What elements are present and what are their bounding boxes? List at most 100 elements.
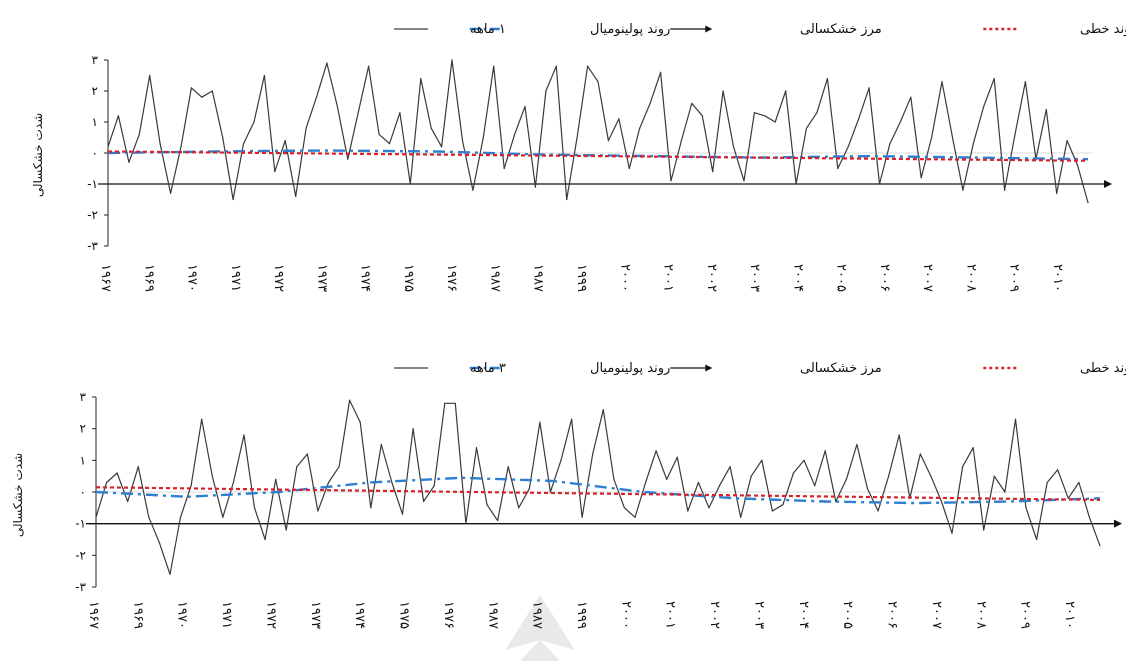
data-point [137, 466, 139, 468]
data-point [1045, 109, 1047, 111]
data-point [518, 507, 520, 509]
data-point [602, 409, 604, 411]
polynomial-trend-line [95, 476, 1101, 505]
arrow-icon [1104, 180, 1112, 188]
data-point [138, 133, 140, 135]
arrow-icon [1114, 519, 1122, 528]
data-point [263, 74, 265, 77]
legend-label: روند خطی [1080, 22, 1126, 37]
x-tick-label: ۱۹۶۷ [98, 264, 113, 292]
x-tick-label: ۱۹۷۱ [219, 601, 234, 629]
data-point [660, 71, 662, 73]
data-point [972, 143, 974, 145]
data-point [1067, 497, 1069, 499]
data-point [1099, 545, 1101, 547]
data-point [628, 167, 630, 170]
x-tick-label: ۱۹۷۴ [358, 264, 373, 292]
y-tick-label: -۱ [87, 177, 98, 191]
data-point [128, 161, 130, 163]
data-point [837, 167, 839, 170]
data-point [433, 485, 435, 487]
data-point [296, 466, 298, 468]
data-point [388, 143, 391, 145]
data-point [587, 65, 589, 67]
data-point [1014, 418, 1017, 420]
x-tick-label: ۲۰۰۶ [885, 601, 900, 629]
data-point [327, 481, 330, 484]
series-path [95, 399, 1101, 575]
data-point [326, 62, 328, 64]
data-point [722, 90, 724, 92]
data-point [993, 475, 995, 477]
data-point [420, 78, 422, 80]
data-point [940, 500, 943, 503]
x-tick-label: ۱۹۷۵ [397, 601, 412, 629]
data-point [592, 453, 594, 455]
x-tick-label: ۲۰۰۱ [663, 601, 678, 629]
legend-label: مرز خشکسالی [800, 22, 882, 37]
data-point [127, 500, 129, 503]
legend-label: ۱ ماهه [470, 22, 506, 37]
data-point [253, 507, 256, 509]
data-point [814, 485, 816, 487]
y-tick-label: ۳ [80, 390, 87, 404]
data-point [116, 472, 118, 474]
data-point [465, 523, 467, 525]
legend-label: روند پولینومیال [590, 361, 670, 376]
data-point [211, 90, 213, 92]
data-point [899, 121, 901, 123]
data-point [785, 90, 787, 92]
data-point [1056, 192, 1058, 194]
data-point [107, 146, 109, 148]
data-point [242, 143, 245, 145]
data-point [826, 78, 829, 80]
data-point [868, 87, 870, 89]
data-point [461, 140, 464, 142]
y-tick-label: ۰ [92, 146, 98, 160]
data-point [691, 102, 693, 104]
data-point [201, 418, 203, 420]
data-point [357, 112, 359, 114]
data-point [708, 507, 710, 509]
data-point [1078, 481, 1080, 484]
data-point [306, 453, 308, 455]
data-point [566, 198, 568, 201]
data-point [179, 516, 182, 518]
x-tick-label: ۲۰۰۳ [747, 264, 762, 292]
x-tick-label: ۲۰۰۵ [834, 264, 849, 292]
data-point [581, 516, 583, 518]
data-point [618, 118, 620, 120]
x-tick-label: ۱۹۸۷ [488, 264, 503, 292]
data-point [285, 529, 287, 531]
data-point [493, 65, 495, 67]
data-point [1036, 538, 1038, 541]
data-point [190, 87, 192, 89]
data-point [697, 481, 700, 484]
data-point [740, 516, 742, 518]
data-point [295, 195, 297, 197]
x-tick-label: ۱۹۷۵ [401, 264, 416, 292]
data-point [771, 510, 774, 512]
data-point [1004, 491, 1006, 493]
data-point [613, 478, 615, 480]
x-tick-label: ۲۰۰۴ [790, 264, 805, 292]
data-point [1066, 140, 1068, 142]
data-point [482, 136, 484, 139]
x-tick-label: ۲۰۰۵ [840, 601, 855, 629]
legend-label: ۳ ماهه [470, 361, 506, 376]
data-point [475, 447, 478, 449]
polynomial-trend-line [107, 149, 1089, 161]
watermark-logo [505, 595, 575, 661]
data-point [782, 504, 784, 506]
data-point [983, 529, 985, 531]
data-point [412, 428, 414, 430]
data-point [1087, 202, 1089, 204]
data-point [597, 81, 599, 83]
data-point [634, 516, 636, 518]
x-tick-label: ۱۹۹۹ [574, 264, 589, 292]
legend: روند خطی مرز خشکسالی روند پولینومیال ۳ ماهه [394, 361, 1126, 376]
legend-label: روند پولینومیال [590, 22, 670, 37]
data-point [315, 96, 318, 98]
data-point [170, 192, 172, 194]
data-point [639, 127, 641, 129]
